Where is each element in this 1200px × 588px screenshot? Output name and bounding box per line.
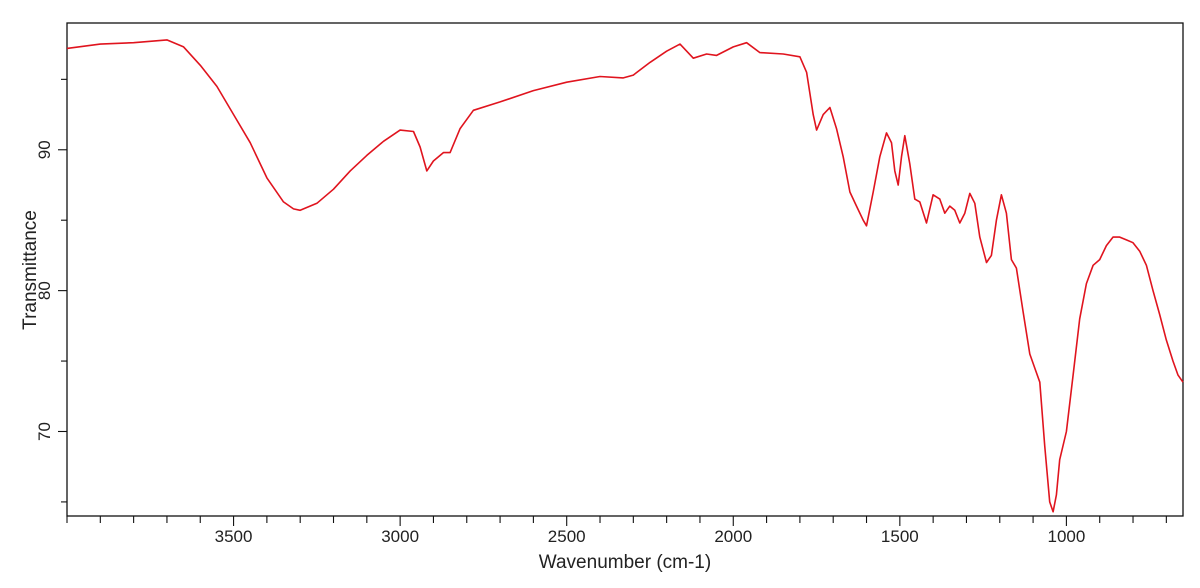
x-tick-label: 3500 — [215, 527, 253, 546]
spectrum-line — [66, 39, 1184, 513]
x-tick-label: 1000 — [1047, 527, 1085, 546]
y-axis-ticks: 90 80 70 — [35, 78, 67, 503]
y-tick-label: 80 — [35, 281, 54, 300]
x-tick-label: 2000 — [714, 527, 752, 546]
x-axis-title: Wavenumber (cm-1) — [539, 552, 711, 573]
x-axis-ticks: 3500 3000 2500 2000 1500 1000 — [66, 516, 1167, 546]
y-tick-label: 70 — [35, 422, 54, 441]
x-tick-label: 2500 — [548, 527, 586, 546]
plot-frame — [66, 22, 1184, 517]
y-axis-title: Transmittance — [20, 210, 41, 330]
x-tick-label: 1500 — [881, 527, 919, 546]
x-tick-label: 3000 — [381, 527, 419, 546]
series-layer — [66, 39, 1184, 513]
y-tick-label: 90 — [35, 140, 54, 159]
